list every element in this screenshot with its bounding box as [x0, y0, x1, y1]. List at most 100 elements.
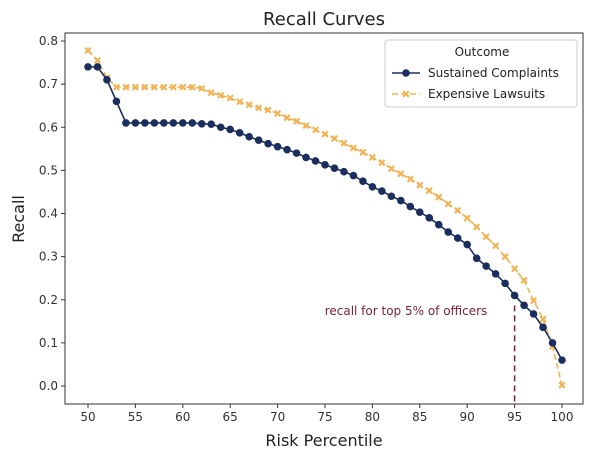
data-point-sustained-complaints	[463, 240, 472, 249]
data-point-expensive-lawsuits	[416, 181, 424, 189]
data-point-sustained-complaints	[141, 119, 149, 127]
data-point-expensive-lawsuits	[188, 83, 196, 91]
data-point-sustained-complaints	[207, 120, 216, 129]
data-point-sustained-complaints	[397, 196, 405, 205]
data-point-expensive-lawsuits	[454, 206, 462, 215]
data-point-expensive-lawsuits	[558, 381, 566, 389]
data-point-expensive-lawsuits	[141, 83, 149, 91]
data-point-sustained-complaints	[539, 323, 547, 332]
data-point-expensive-lawsuits	[160, 83, 168, 91]
data-point-sustained-complaints	[501, 279, 509, 288]
data-point-expensive-lawsuits	[283, 114, 291, 122]
x-tick-label: 80	[365, 410, 380, 424]
data-point-sustained-complaints	[529, 310, 538, 318]
data-point-expensive-lawsuits	[529, 297, 538, 305]
series-marks	[84, 46, 566, 389]
legend: Outcome Sustained Complaints Expensive L…	[384, 39, 578, 108]
data-point-sustained-complaints	[283, 145, 291, 154]
axis-ticks: 50 55 60 65 70 75 80 85 90 95 100 0.0 0.1 0.2 0.3 0.4 0.…	[39, 34, 574, 424]
x-tick-label: 55	[128, 410, 143, 424]
data-point-sustained-complaints	[349, 171, 358, 180]
data-point-expensive-lawsuits	[84, 46, 92, 55]
y-tick-label: 0.1	[39, 336, 58, 350]
y-tick-label: 0.4	[39, 207, 58, 221]
data-point-expensive-lawsuits	[539, 315, 547, 323]
data-point-expensive-lawsuits	[131, 83, 139, 91]
x-tick-label: 95	[507, 410, 522, 424]
data-point-expensive-lawsuits	[122, 83, 130, 91]
data-point-sustained-complaints	[131, 119, 140, 127]
data-point-expensive-lawsuits	[169, 83, 177, 91]
x-tick-label: 65	[223, 410, 238, 424]
data-point-sustained-complaints	[197, 120, 206, 128]
data-point-expensive-lawsuits	[511, 265, 519, 273]
data-point-expensive-lawsuits	[387, 165, 395, 173]
data-point-expensive-lawsuits	[255, 104, 263, 112]
data-point-expensive-lawsuits	[378, 159, 386, 167]
data-point-sustained-complaints	[93, 63, 102, 71]
data-point-expensive-lawsuits	[520, 276, 528, 284]
data-point-expensive-lawsuits	[245, 101, 253, 109]
x-tick-label: 90	[460, 410, 475, 424]
x-tick-label: 100	[551, 410, 574, 424]
data-point-expensive-lawsuits	[226, 94, 234, 102]
y-tick-label: 0.3	[39, 250, 58, 264]
data-point-sustained-complaints	[169, 119, 178, 127]
data-point-expensive-lawsuits	[150, 83, 158, 91]
data-point-sustained-complaints	[387, 192, 396, 201]
data-point-sustained-complaints	[548, 339, 557, 347]
data-point-expensive-lawsuits	[330, 134, 339, 143]
x-tick-label: 50	[80, 410, 95, 424]
legend-box	[384, 39, 578, 108]
data-point-sustained-complaints	[416, 208, 424, 217]
data-point-expensive-lawsuits	[359, 148, 367, 156]
x-tick-label: 75	[317, 410, 332, 424]
data-point-sustained-complaints	[453, 234, 462, 242]
data-point-expensive-lawsuits	[217, 91, 225, 99]
x-tick-label: 85	[412, 410, 427, 424]
data-point-expensive-lawsuits	[444, 200, 452, 208]
annotation-text: recall for top 5% of officers	[325, 304, 488, 318]
data-point-sustained-complaints	[273, 142, 282, 151]
data-point-expensive-lawsuits	[321, 130, 329, 138]
data-point-expensive-lawsuits	[492, 242, 500, 250]
y-tick-label: 0.8	[39, 34, 58, 48]
data-point-sustained-complaints	[520, 301, 528, 310]
data-point-expensive-lawsuits	[425, 187, 433, 195]
data-point-sustained-complaints	[359, 177, 367, 185]
legend-title: Outcome	[455, 45, 510, 59]
data-point-sustained-complaints	[122, 119, 130, 127]
data-point-sustained-complaints	[84, 63, 92, 71]
data-point-sustained-complaints	[264, 139, 272, 148]
y-tick-label: 0.5	[39, 163, 58, 177]
data-point-expensive-lawsuits	[274, 109, 282, 118]
data-point-sustained-complaints	[179, 119, 187, 127]
data-point-expensive-lawsuits	[482, 233, 490, 241]
x-axis-label: Risk Percentile	[265, 431, 382, 450]
legend-marker	[402, 90, 410, 98]
data-point-sustained-complaints	[150, 119, 159, 127]
data-point-sustained-complaints	[482, 262, 490, 270]
data-point-sustained-complaints	[558, 356, 566, 364]
data-point-sustained-complaints	[368, 182, 377, 191]
data-point-sustained-complaints	[235, 129, 244, 137]
legend-label-expensive-lawsuits: Expensive Lawsuits	[428, 87, 545, 101]
data-point-expensive-lawsuits	[179, 83, 187, 91]
data-point-expensive-lawsuits	[264, 106, 272, 114]
data-point-sustained-complaints	[292, 149, 301, 157]
data-point-expensive-lawsuits	[463, 214, 471, 222]
data-point-expensive-lawsuits	[473, 223, 481, 231]
data-point-expensive-lawsuits	[112, 83, 121, 91]
chart-title: Recall Curves	[263, 9, 385, 30]
legend-sample-sustained-complaints	[392, 69, 420, 77]
y-tick-label: 0.0	[39, 379, 58, 393]
data-point-expensive-lawsuits	[368, 153, 376, 162]
data-point-expensive-lawsuits	[340, 139, 348, 147]
data-point-sustained-complaints	[112, 97, 121, 106]
data-point-expensive-lawsuits	[435, 193, 443, 201]
data-point-sustained-complaints	[434, 220, 443, 229]
data-point-sustained-complaints	[311, 157, 320, 165]
y-tick-label: 0.6	[39, 120, 58, 134]
x-tick-label: 60	[175, 410, 190, 424]
